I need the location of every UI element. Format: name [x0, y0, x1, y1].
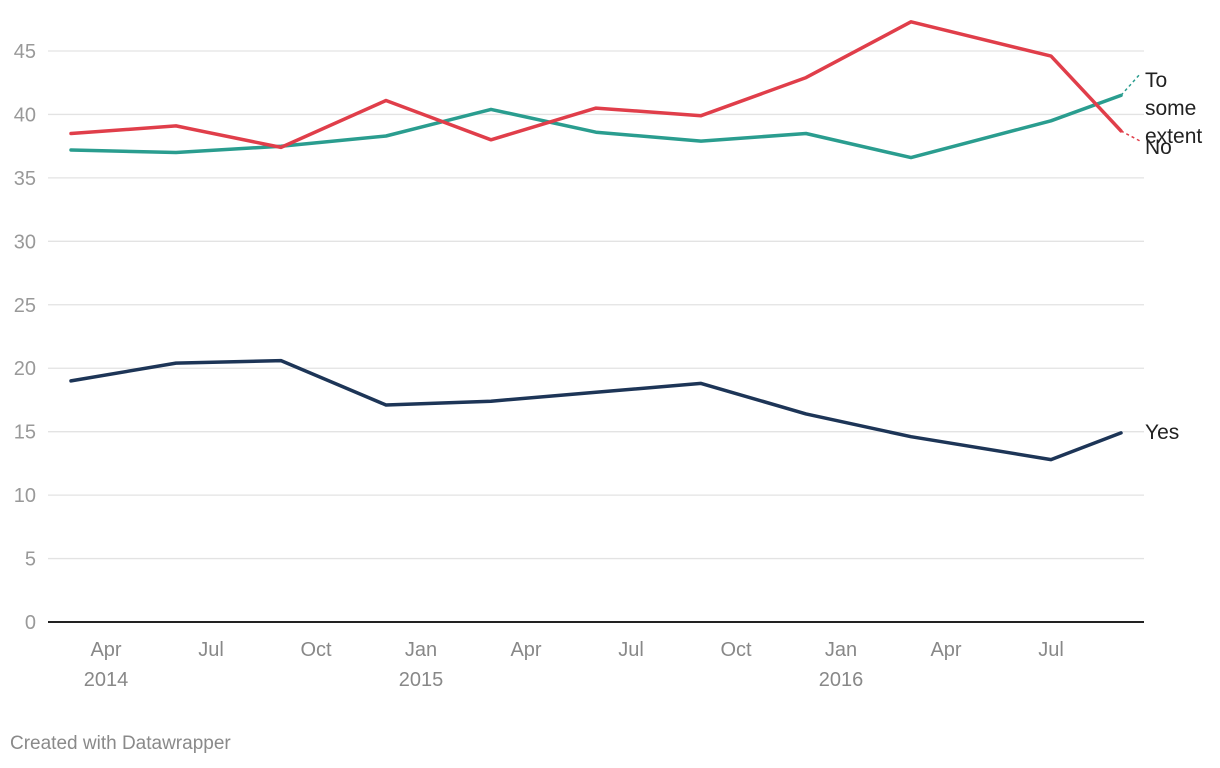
series-label-connector — [1120, 73, 1141, 96]
x-axis-ticks: Apr 2014 Jul Oct Jan 2015 Apr Jul Oct Jan 2016 Apr J… — [84, 639, 1064, 691]
series-line — [69, 93, 1123, 160]
y-tick-label: 35 — [14, 168, 36, 190]
y-tick-label: 5 — [25, 549, 36, 571]
y-tick-label: 10 — [14, 485, 36, 507]
x-tick-label: Jan — [825, 639, 857, 661]
x-tick-year-label: 2016 — [819, 669, 864, 691]
gridlines — [48, 50, 1144, 623]
x-tick-label: Oct — [300, 639, 332, 661]
x-tick-label: Apr — [510, 639, 541, 661]
y-tick-label: 20 — [14, 358, 36, 380]
y-tick-label: 40 — [14, 104, 36, 126]
series-label: To — [1145, 69, 1167, 92]
series-line — [69, 20, 1123, 150]
y-tick-label: 25 — [14, 295, 36, 317]
series-label: some — [1145, 97, 1196, 120]
series-lines — [69, 20, 1141, 462]
x-tick-year-label: 2015 — [399, 669, 444, 691]
x-tick-label: Jul — [618, 639, 644, 661]
x-tick-label: Oct — [720, 639, 752, 661]
series-label: No — [1145, 136, 1172, 159]
x-tick-label: Jul — [1038, 639, 1064, 661]
x-tick-year-label: 2014 — [84, 669, 129, 691]
x-tick-label: Apr — [90, 639, 121, 661]
series-label: extent — [1145, 125, 1202, 148]
series-label-connector — [1120, 130, 1141, 142]
y-tick-label: 15 — [14, 422, 36, 444]
y-tick-label: 0 — [25, 612, 36, 634]
x-tick-label: Jan — [405, 639, 437, 661]
y-axis-ticks: 0 5 10 15 20 25 30 35 40 45 — [14, 41, 36, 634]
y-tick-label: 30 — [14, 231, 36, 253]
x-tick-label: Jul — [198, 639, 224, 661]
series-line — [69, 358, 1123, 462]
x-tick-label: Apr — [930, 639, 961, 661]
y-tick-label: 45 — [14, 41, 36, 63]
series-label: Yes — [1145, 421, 1179, 444]
credit-text: Created with Datawrapper — [10, 733, 231, 754]
